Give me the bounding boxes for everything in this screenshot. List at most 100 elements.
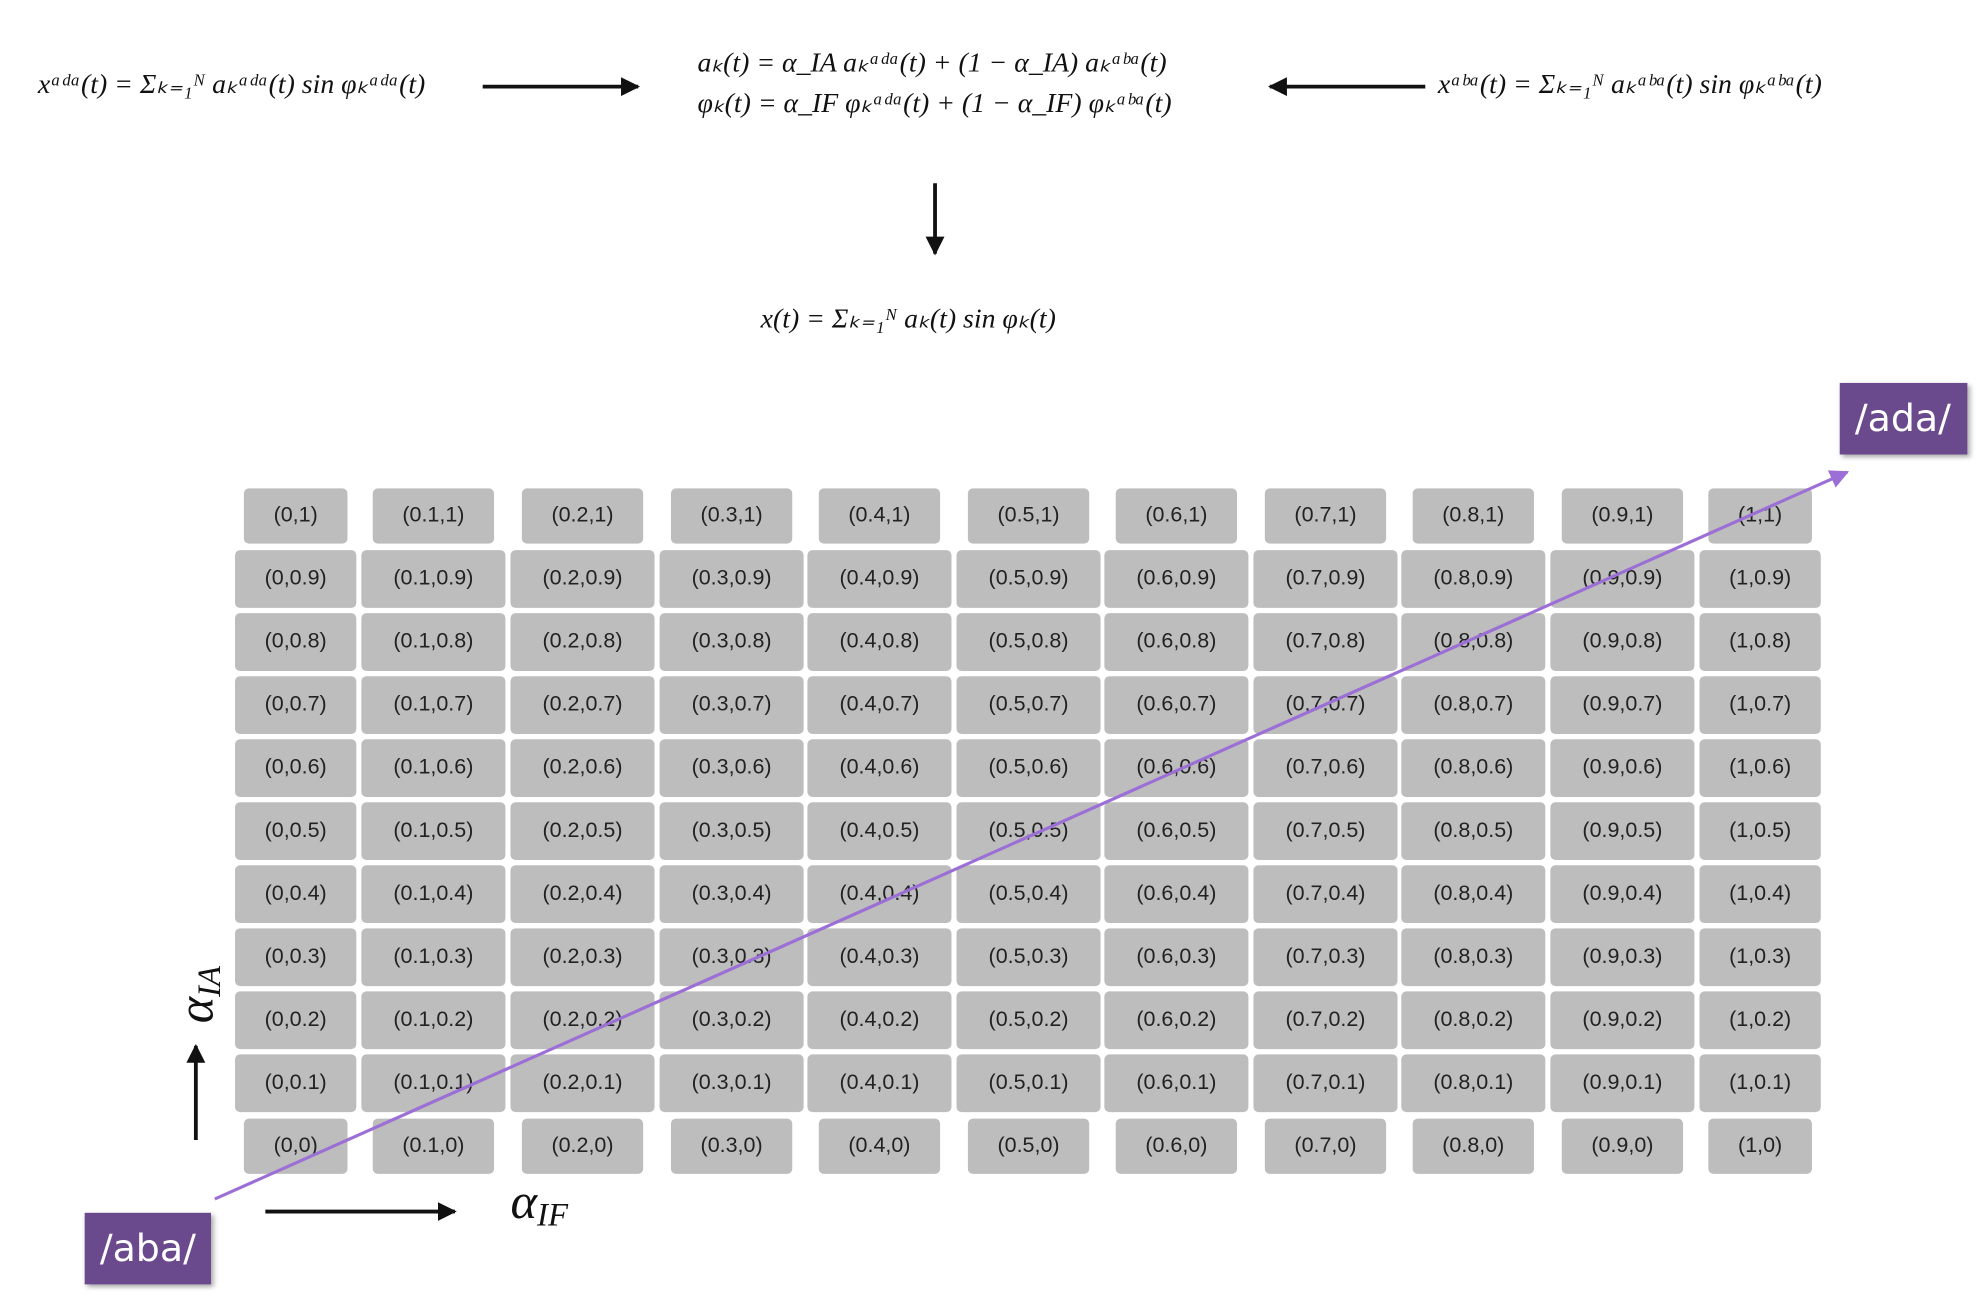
grid-cell — [361, 739, 506, 797]
grid-cell — [1401, 739, 1546, 797]
grid-cell — [807, 802, 952, 861]
cell-label: (0,0.2) — [265, 1007, 327, 1031]
grid-cell — [1699, 991, 1821, 1050]
axis-label-vertical: αIA — [167, 965, 228, 1023]
cell-label: (0.4,0.5) — [839, 818, 919, 842]
grid-cell — [1699, 928, 1821, 987]
grid-cell — [510, 865, 655, 924]
cell-label: (0.8,0.4) — [1433, 881, 1513, 905]
cell-label: (0,0.4) — [265, 881, 327, 905]
grid-cell — [1401, 991, 1546, 1050]
grid-cell — [1550, 1054, 1695, 1113]
cell-label: (0.6,0.5) — [1136, 818, 1216, 842]
grid-cell — [670, 488, 793, 544]
grid-cell — [510, 613, 655, 671]
cell-label: (0.8,0.2) — [1433, 1007, 1513, 1031]
grid-cell — [361, 613, 506, 671]
grid-cell — [956, 613, 1101, 671]
grid-cell — [510, 1054, 655, 1113]
cell-label: (0.6,0.1) — [1136, 1070, 1216, 1094]
cell-label: (1,0.3) — [1729, 944, 1791, 968]
grid-cell — [1412, 1118, 1534, 1174]
grid-cell — [807, 1054, 952, 1113]
cell-label: (1,1) — [1738, 503, 1782, 527]
cell-label: (0.1,0) — [402, 1133, 464, 1157]
cell-label: (0.5,0.3) — [989, 944, 1069, 968]
grid-cell — [1550, 613, 1695, 671]
cell-label: (1,0.7) — [1729, 692, 1791, 716]
cell-label: (0.2,0.6) — [543, 755, 623, 779]
grid-cell — [818, 488, 941, 544]
equation-phase: φₖ(t) = α_IF φₖᵃᵈᵃ(t) + (1 − α_IF) φₖᵃᵇᵃ… — [697, 87, 1171, 118]
grid: (0,1) (0.1,1) (0.2,1) (0.3,1) (0.4,1) (0.5,1)… — [235, 488, 1821, 1174]
cell-label: (0.2,0.3) — [543, 944, 623, 968]
grid-cell — [807, 739, 952, 797]
endpoint-label: /ada/ — [1855, 396, 1951, 440]
cell-label: (0.7,0.1) — [1285, 1070, 1365, 1094]
grid-cell — [1115, 488, 1238, 544]
grid-cell — [361, 802, 506, 861]
grid-cell — [510, 676, 655, 734]
morph-line — [214, 470, 1850, 1201]
grid-cell — [659, 676, 804, 734]
cell-label: (0,0.6) — [265, 755, 327, 779]
grid-cell — [235, 865, 357, 924]
cell-label: (1,0.2) — [1729, 1007, 1791, 1031]
grid-cell — [235, 676, 357, 734]
cell-label: (0,0) — [274, 1133, 318, 1157]
cell-label: (1,0.9) — [1729, 566, 1791, 590]
cell-label: (0.4,0.7) — [839, 692, 919, 716]
cell-label: (0.4,0.6) — [839, 755, 919, 779]
grid-cell — [1264, 488, 1387, 544]
grid-cell — [956, 928, 1101, 987]
grid-cell — [1401, 550, 1546, 608]
grid-cell — [956, 550, 1101, 608]
equation-result: x(t) = Σₖ₌₁ᴺ aₖ(t) sin φₖ(t) — [760, 303, 1056, 334]
cell-label: (0.8,0.9) — [1433, 566, 1513, 590]
cell-label: (0.9,0.3) — [1582, 944, 1662, 968]
grid-cell — [1115, 1118, 1238, 1174]
grid-cell — [1699, 865, 1821, 924]
grid-cell — [510, 991, 655, 1050]
grid-cell — [361, 1054, 506, 1113]
cell-label: (1,0.6) — [1729, 755, 1791, 779]
grid-cell — [659, 928, 804, 987]
grid-cell — [243, 1118, 348, 1174]
grid-cell — [1104, 865, 1249, 924]
grid-cell — [1550, 991, 1695, 1050]
grid-cell — [1104, 613, 1249, 671]
cell-label: (0.8,0.7) — [1433, 692, 1513, 716]
cell-label: (0,0.9) — [265, 566, 327, 590]
equation-amplitude: aₖ(t) = α_IA aₖᵃᵈᵃ(t) + (1 − α_IA) aₖᵃᵇᵃ… — [697, 47, 1166, 78]
grid-cell — [235, 613, 357, 671]
cell-label: (0.7,1) — [1294, 503, 1356, 527]
cell-label: (0.6,1) — [1145, 503, 1207, 527]
cell-label: (0.2,0.7) — [543, 692, 623, 716]
cell-label: (0.7,0.3) — [1285, 944, 1365, 968]
grid-cell — [659, 613, 804, 671]
cell-label: (0.6,0.8) — [1136, 629, 1216, 653]
cell-label: (0.1,0.9) — [393, 566, 473, 590]
cell-label: (0.4,0.1) — [839, 1070, 919, 1094]
grid-cell — [1412, 488, 1534, 544]
cell-label: (0,0.3) — [265, 944, 327, 968]
grid-cell — [361, 550, 506, 608]
cell-label: (0.3,0.7) — [692, 692, 772, 716]
cell-label: (0.6,0.4) — [1136, 881, 1216, 905]
cell-label: (1,0.4) — [1729, 881, 1791, 905]
grid-cell — [659, 865, 804, 924]
grid-cell — [1708, 488, 1812, 544]
grid-cell — [807, 928, 952, 987]
cell-label: (0.5,0) — [998, 1133, 1060, 1157]
cell-label: (0,0.5) — [265, 818, 327, 842]
cell-label: (0.2,0.5) — [543, 818, 623, 842]
cell-label: (0.3,0.6) — [692, 755, 772, 779]
cell-label: (1,0.8) — [1729, 629, 1791, 653]
axis-label-horizontal: αIF — [510, 1173, 569, 1233]
axis-symbol: α — [510, 1173, 538, 1229]
grid-cell — [243, 488, 348, 544]
grid-cell — [807, 991, 952, 1050]
cell-label: (0.3,0.2) — [692, 1007, 772, 1031]
cell-label: (0.8,0) — [1442, 1133, 1504, 1157]
